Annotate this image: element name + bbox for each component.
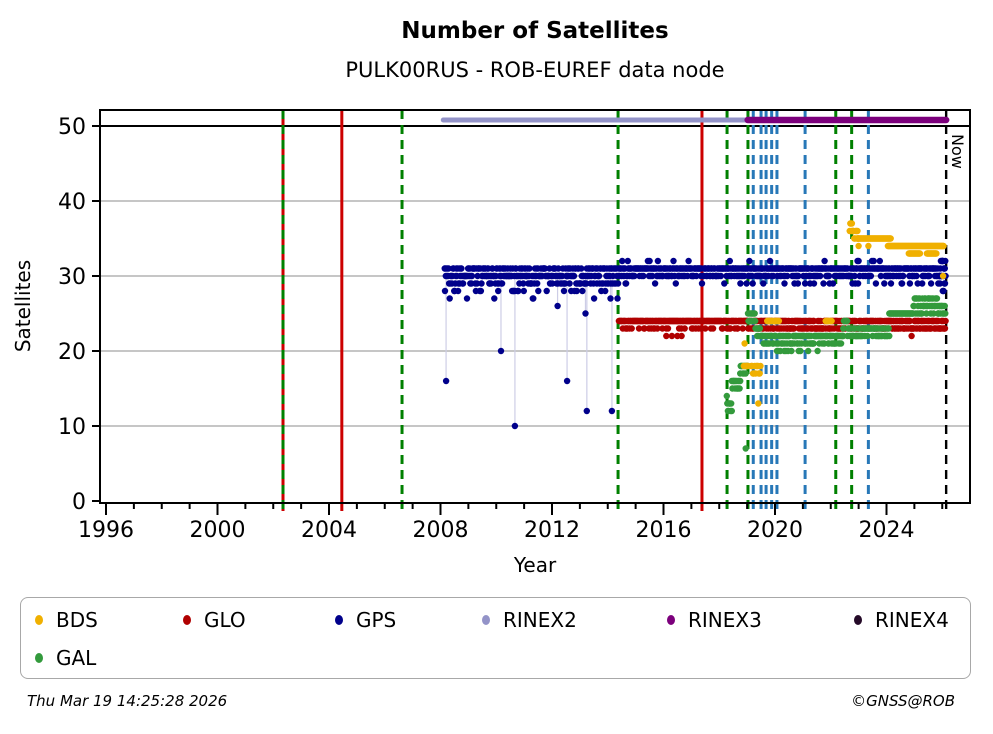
plot-timestamp: Thu Mar 19 14:25:28 2026: [27, 692, 228, 710]
series-gal: [723, 295, 949, 452]
legend-label: BDS: [56, 608, 98, 632]
legend-dot-rinex2-icon: [482, 615, 490, 625]
series-gps: [441, 257, 949, 430]
legend-item-rinex3: RINEX3: [667, 608, 854, 632]
x-tick-label: 2020: [747, 518, 803, 543]
legend-dot-gps-icon: [335, 615, 343, 625]
legend-dot-bds-icon: [35, 615, 43, 625]
y-tick-label: 10: [58, 415, 86, 440]
y-tick-label: 50: [58, 115, 86, 140]
y-tick-label: 0: [72, 490, 86, 515]
y-tick-label: 30: [58, 265, 86, 290]
x-tick-label: 2004: [301, 518, 357, 543]
chart-subtitle: PULK00RUS - ROB-EUREF data node: [345, 58, 725, 82]
x-tick-label: 2024: [859, 518, 915, 543]
y-tick-label: 20: [58, 340, 86, 365]
legend-item-glo: GLO: [183, 608, 335, 632]
legend-label: GLO: [204, 608, 246, 632]
legend-item-bds: BDS: [35, 608, 183, 632]
x-tick-label: 2016: [636, 518, 692, 543]
legend-dot-rinex3-icon: [667, 615, 675, 625]
x-tick-label: 2000: [190, 518, 246, 543]
legend-item-gal: GAL: [35, 646, 183, 670]
x-tick-label: 2008: [413, 518, 469, 543]
satellite-count-chart: 1996 2000 2004 2008 2012 2016 2020 2024 0 10 20 30 4…: [11, 109, 971, 577]
legend-dot-gal-icon: [35, 653, 43, 663]
legend-label: RINEX3: [688, 608, 762, 632]
x-tick-label: 1996: [78, 518, 134, 543]
x-axis-ticks: 1996 2000 2004 2008 2012 2016 2020 2024: [78, 503, 944, 543]
legend-label: GAL: [56, 646, 97, 670]
event-lines: [281, 110, 948, 511]
y-axis-ticks: 0 10 20 30 40 50: [58, 115, 100, 515]
legend-label: RINEX4: [875, 608, 949, 632]
legend-item-rinex4: RINEX4: [854, 608, 970, 632]
legend-label: GPS: [356, 608, 397, 632]
plot-border: [99, 109, 971, 504]
now-annotation: Now: [948, 134, 967, 169]
chart-legend: BDS GLO GPS RINEX2 RINEX3 RINEX4 GAL: [20, 597, 971, 679]
legend-item-gps: GPS: [335, 608, 482, 632]
legend-dot-rinex4-icon: [854, 615, 862, 625]
copyright-credit: ©GNSS@ROB: [851, 692, 955, 710]
legend-label: RINEX2: [503, 608, 577, 632]
x-tick-label: 2012: [524, 518, 580, 543]
legend-item-rinex2: RINEX2: [482, 608, 667, 632]
y-axis-label: Satellites: [11, 260, 35, 352]
y-tick-label: 40: [58, 190, 86, 215]
series-bds: [740, 220, 947, 407]
legend-dot-glo-icon: [183, 615, 191, 625]
chart-title: Number of Satellites: [401, 18, 669, 44]
x-axis-label: Year: [513, 553, 557, 577]
